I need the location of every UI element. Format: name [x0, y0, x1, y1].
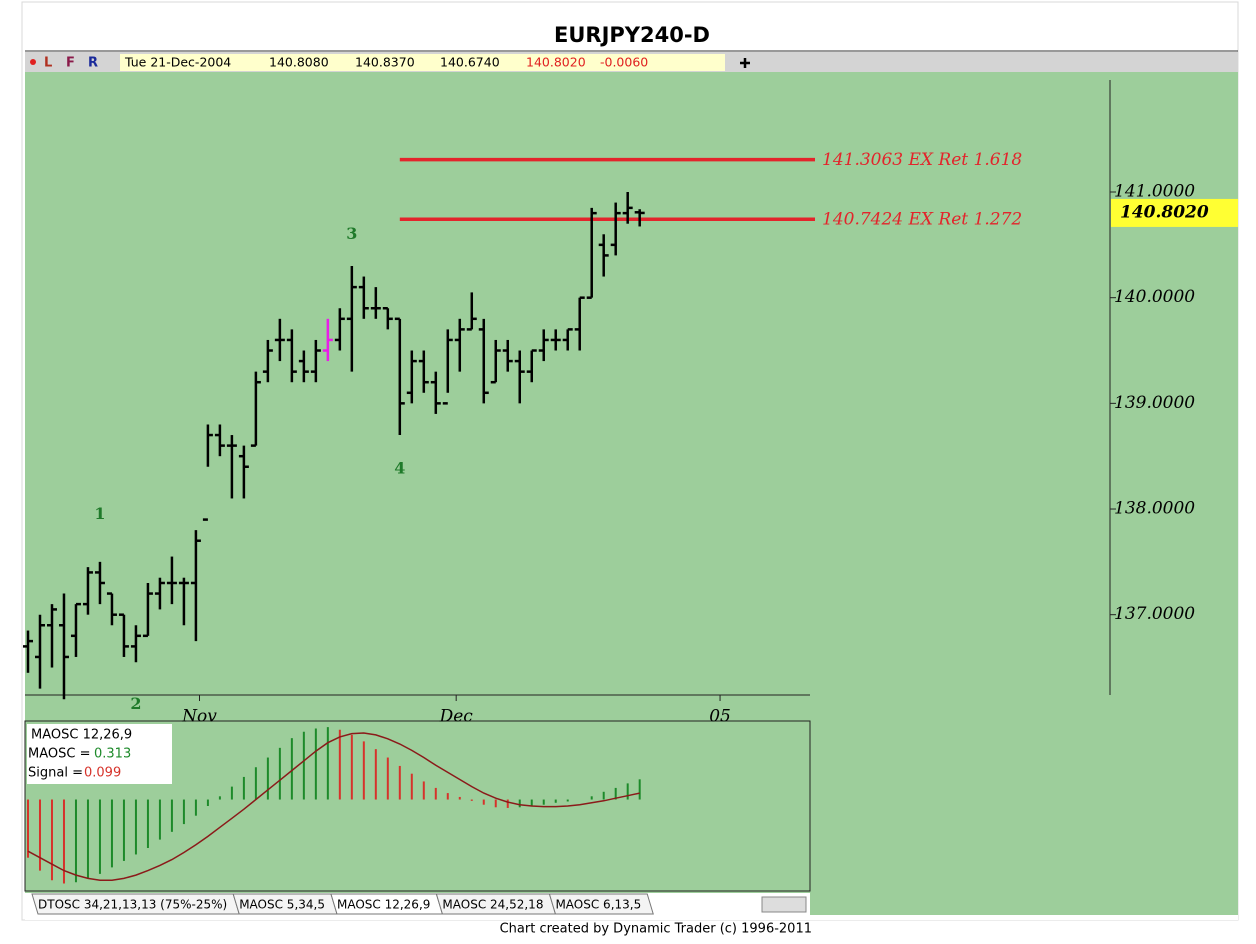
quote-high: 140.8370 [355, 55, 415, 70]
tab-scroll[interactable] [761, 896, 807, 913]
y-tick-label: 138.0000 [1114, 499, 1195, 519]
toolbar-letter[interactable]: R [88, 56, 98, 71]
tab[interactable]: MAOSC 12,26,9 [337, 898, 430, 912]
y-tick-label: 137.0000 [1114, 604, 1195, 624]
footer: Chart created by Dynamic Trader (c) 1996… [500, 922, 812, 937]
x-tick-label: Dec [439, 707, 474, 727]
x-tick-label: Nov [181, 707, 217, 727]
quote-close: 140.8020 [526, 55, 586, 70]
wave-label: 2 [130, 694, 141, 713]
quote-change: -0.0060 [600, 55, 648, 70]
signal-line [27, 732, 640, 882]
quote-date: Tue 21-Dec-2004 [124, 55, 231, 70]
oscillator-frame [24, 720, 811, 892]
tab[interactable]: DTOSC 34,21,13,13 (75%-25%) [38, 898, 227, 912]
plot-background [25, 72, 1238, 915]
wave-label: 4 [394, 458, 405, 477]
window-title: EURJPY240-D [554, 23, 710, 47]
y-tick-label: 139.0000 [1114, 393, 1195, 413]
last-price-label: 140.8020 [1120, 202, 1209, 222]
toolbar-letter[interactable]: L [44, 56, 52, 71]
osc-legend-value: 0.313 [94, 747, 131, 762]
toolbar-dot [30, 59, 36, 65]
crosshair-icon[interactable] [740, 58, 750, 68]
osc-legend-name: Signal = [28, 766, 83, 781]
toolbar-letter[interactable]: F [66, 56, 75, 71]
osc-legend-box [27, 724, 172, 784]
osc-legend-value: 0.099 [84, 766, 121, 781]
osc-legend-name: MAOSC = [28, 747, 90, 762]
quote-open: 140.8080 [269, 55, 329, 70]
y-tick-label: 141.0000 [1114, 182, 1195, 202]
wave-label: 3 [346, 224, 357, 243]
level-label: 141.3063 EX Ret 1.618 [822, 150, 1022, 170]
wave-label: 1 [94, 504, 105, 523]
x-tick-label: 05 [709, 707, 731, 727]
tab[interactable]: MAOSC 6,13,5 [555, 898, 641, 912]
last-price-box [1111, 198, 1238, 227]
footer-strip [25, 915, 1238, 920]
quote-box [120, 54, 725, 71]
osc-title: MAOSC 12,26,9 [31, 728, 132, 743]
quote-low: 140.6740 [440, 55, 500, 70]
y-tick-label: 140.0000 [1114, 287, 1195, 307]
tab-shape [548, 893, 654, 915]
level-label: 140.7424 EX Ret 1.272 [822, 210, 1022, 230]
tab[interactable]: MAOSC 24,52,18 [442, 898, 543, 912]
tab[interactable]: MAOSC 5,34,5 [239, 898, 325, 912]
